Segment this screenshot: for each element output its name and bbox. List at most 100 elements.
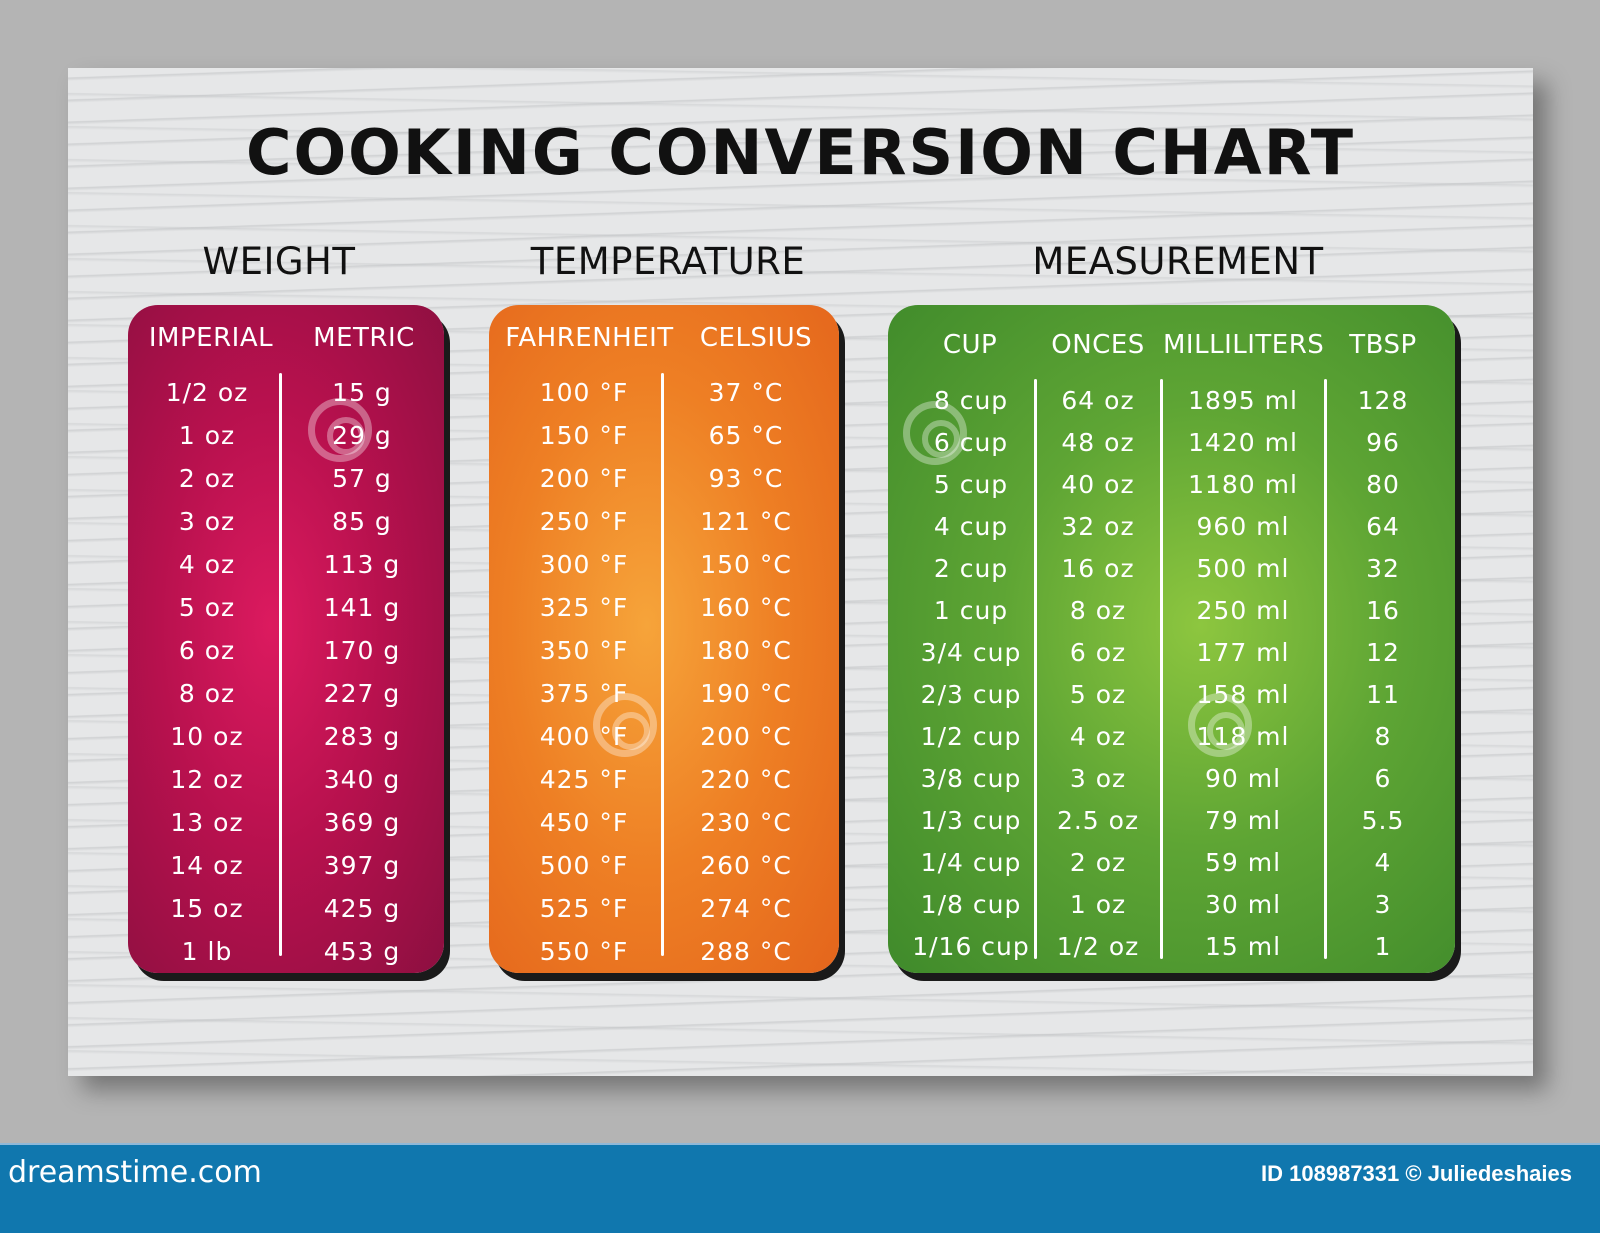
tbsp-value: 5.5 xyxy=(1361,806,1405,835)
milliliters-value: 1420 ml xyxy=(1188,428,1298,457)
celsius-value: 230 °C xyxy=(700,808,792,837)
tbsp-value: 4 xyxy=(1374,848,1392,877)
fahrenheit-value: 525 °F xyxy=(539,894,629,923)
fahrenheit-value: 200 °F xyxy=(539,464,629,493)
tbsp-value: 1 xyxy=(1374,932,1392,961)
temperature-heading: TEMPERATURE xyxy=(530,240,806,283)
fahrenheit-value: 150 °F xyxy=(539,421,629,450)
metric-value: 29 g xyxy=(332,421,392,450)
fahrenheit-value: 375 °F xyxy=(539,679,629,708)
cup-value: 2/3 cup xyxy=(920,680,1022,709)
cup-value: 2 cup xyxy=(933,554,1009,583)
fahrenheit-value: 300 °F xyxy=(539,550,629,579)
cup-column: 8 cup 6 cup 5 cup 4 cup 2 cup 1 cup 3/4 cup 2/3… xyxy=(906,380,1036,968)
ounces-value: 2 oz xyxy=(1069,848,1127,877)
tbsp-value: 32 xyxy=(1366,554,1400,583)
measurement-table: CUP ONCES MILLILITERS TBSP 8 cup 6 cup 5 c… xyxy=(888,305,1455,973)
imperial-value: 6 oz xyxy=(178,636,236,665)
column-divider xyxy=(661,373,664,956)
imperial-value: 13 oz xyxy=(170,808,244,837)
metric-value: 397 g xyxy=(323,851,401,880)
imperial-value: 1 oz xyxy=(178,421,236,450)
ounces-value: 2.5 oz xyxy=(1056,806,1140,835)
cup-value: 5 cup xyxy=(933,470,1009,499)
fahrenheit-value: 100 °F xyxy=(539,378,629,407)
ounces-value: 1/2 oz xyxy=(1056,932,1140,961)
imperial-column: 1/2 oz 1 oz 2 oz 3 oz 4 oz 5 oz 6 oz 8 oz 10 oz 1… xyxy=(138,371,276,973)
measurement-heading: MEASUREMENT xyxy=(1032,240,1324,283)
ounces-value: 8 oz xyxy=(1069,596,1127,625)
metric-value: 369 g xyxy=(323,808,401,837)
tbsp-value: 11 xyxy=(1366,680,1400,709)
metric-value: 170 g xyxy=(323,636,401,665)
milliliters-value: 960 ml xyxy=(1196,512,1290,541)
cup-value: 1/4 cup xyxy=(920,848,1022,877)
imperial-value: 14 oz xyxy=(170,851,244,880)
ounces-value: 4 oz xyxy=(1069,722,1127,751)
celsius-value: 288 °C xyxy=(700,937,792,966)
celsius-value: 274 °C xyxy=(700,894,792,923)
column-header-tbsp: TBSP xyxy=(1349,330,1417,360)
fahrenheit-value: 425 °F xyxy=(539,765,629,794)
ounces-value: 1 oz xyxy=(1069,890,1127,919)
column-divider xyxy=(1160,379,1163,959)
milliliters-value: 30 ml xyxy=(1204,890,1282,919)
fahrenheit-value: 550 °F xyxy=(539,937,629,966)
image-credit: ID 108987331 © Juliedeshaies xyxy=(1261,1161,1572,1186)
column-header-fahrenheit: FAHRENHEIT xyxy=(505,323,674,353)
tbsp-value: 80 xyxy=(1366,470,1400,499)
column-header-celsius: CELSIUS xyxy=(699,323,813,353)
cup-value: 1/8 cup xyxy=(920,890,1022,919)
milliliters-value: 90 ml xyxy=(1204,764,1282,793)
milliliters-column: 1895 ml 1420 ml 1180 ml 960 ml 500 ml 250 ml 1… xyxy=(1164,380,1322,968)
milliliters-value: 79 ml xyxy=(1204,806,1282,835)
tbsp-column: 128 96 80 64 32 16 12 11 8 6 5.5 4 3 1 xyxy=(1328,380,1438,968)
footer-bar: dreamstime.com ID 108987331 © Juliedesha… xyxy=(0,1143,1600,1233)
cup-value: 3/8 cup xyxy=(920,764,1022,793)
celsius-value: 121 °C xyxy=(700,507,792,536)
tbsp-value: 3 xyxy=(1374,890,1392,919)
celsius-value: 190 °C xyxy=(700,679,792,708)
brand-logo[interactable]: dreamstime.com xyxy=(8,1155,262,1190)
imperial-value: 5 oz xyxy=(178,593,236,622)
tbsp-value: 6 xyxy=(1374,764,1392,793)
cup-value: 6 cup xyxy=(933,428,1009,457)
imperial-value: 1/2 oz xyxy=(165,378,249,407)
milliliters-value: 1895 ml xyxy=(1188,386,1298,415)
tbsp-value: 8 xyxy=(1374,722,1392,751)
imperial-value: 4 oz xyxy=(178,550,236,579)
column-header-cup: CUP xyxy=(942,330,998,360)
celsius-value: 93 °C xyxy=(708,464,784,493)
metric-column: 15 g 29 g 57 g 85 g 113 g 141 g 170 g 227 g 283 … xyxy=(292,371,432,973)
milliliters-value: 1180 ml xyxy=(1188,470,1298,499)
cup-value: 1 cup xyxy=(933,596,1009,625)
metric-value: 85 g xyxy=(332,507,392,536)
weight-table: IMPERIAL METRIC 1/2 oz 1 oz 2 oz 3 oz 4 oz 5 … xyxy=(128,305,444,973)
ounces-value: 5 oz xyxy=(1069,680,1127,709)
column-divider xyxy=(1324,379,1327,959)
cup-value: 4 cup xyxy=(933,512,1009,541)
ounces-value: 6 oz xyxy=(1069,638,1127,667)
tbsp-value: 96 xyxy=(1366,428,1400,457)
milliliters-value: 500 ml xyxy=(1196,554,1290,583)
metric-value: 227 g xyxy=(323,679,401,708)
ounces-value: 3 oz xyxy=(1069,764,1127,793)
celsius-value: 65 °C xyxy=(708,421,784,450)
ounces-value: 64 oz xyxy=(1061,386,1135,415)
tbsp-value: 64 xyxy=(1366,512,1400,541)
column-divider xyxy=(279,373,282,956)
cup-value: 3/4 cup xyxy=(920,638,1022,667)
cup-value: 1/2 cup xyxy=(920,722,1022,751)
metric-value: 141 g xyxy=(323,593,401,622)
celsius-column: 37 °C 65 °C 93 °C 121 °C 150 °C 160 °C 180 °C 1… xyxy=(671,371,821,973)
cup-value: 1/16 cup xyxy=(912,932,1030,961)
column-header-metric: METRIC xyxy=(313,323,415,353)
fahrenheit-value: 325 °F xyxy=(539,593,629,622)
ounces-value: 32 oz xyxy=(1061,512,1135,541)
milliliters-value: 250 ml xyxy=(1196,596,1290,625)
milliliters-value: 118 ml xyxy=(1196,722,1290,751)
fahrenheit-value: 500 °F xyxy=(539,851,629,880)
fahrenheit-column: 100 °F 150 °F 200 °F 250 °F 300 °F 325 °F 350 … xyxy=(509,371,659,973)
milliliters-value: 158 ml xyxy=(1196,680,1290,709)
tbsp-value: 12 xyxy=(1366,638,1400,667)
